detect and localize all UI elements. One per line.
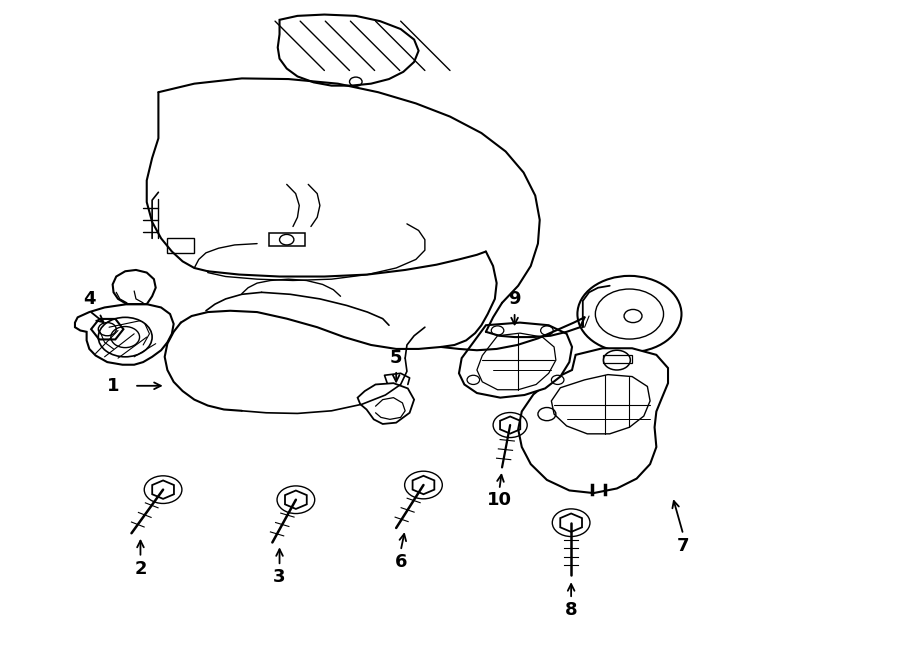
Text: 10: 10 — [487, 491, 512, 510]
Text: 7: 7 — [677, 537, 689, 555]
Polygon shape — [459, 323, 572, 398]
Text: 1: 1 — [107, 377, 120, 395]
Text: 4: 4 — [83, 290, 95, 308]
Text: 9: 9 — [508, 290, 521, 308]
Polygon shape — [518, 348, 668, 493]
Text: 3: 3 — [274, 568, 286, 586]
Text: 2: 2 — [134, 560, 147, 578]
Text: 8: 8 — [565, 602, 578, 619]
Text: 5: 5 — [390, 349, 402, 367]
Text: 6: 6 — [394, 553, 407, 571]
